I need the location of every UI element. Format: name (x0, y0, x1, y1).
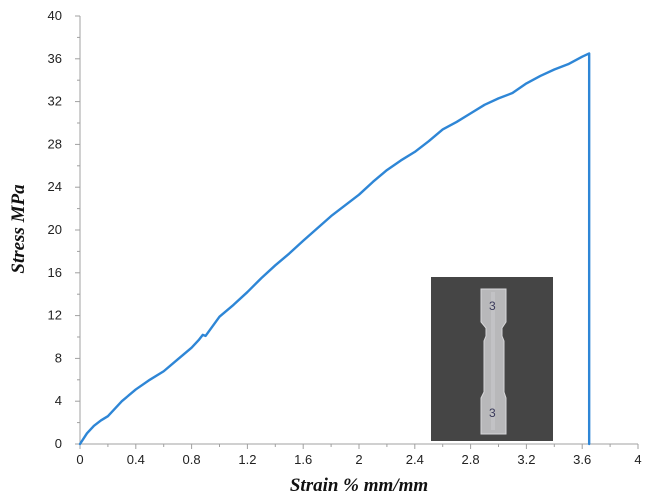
y-tick-label: 20 (48, 222, 62, 237)
specimen-label-top: 3 (489, 299, 496, 313)
y-tick-label: 8 (55, 350, 62, 365)
y-tick-label: 28 (48, 136, 62, 151)
x-tick-label: 3.6 (573, 452, 591, 467)
x-tick-label: 2.4 (406, 452, 424, 467)
y-tick-label: 32 (48, 94, 62, 109)
y-tick-label: 12 (48, 308, 62, 323)
tick-labels: 0 0.4 0.8 1.2 1.6 2 2.4 2.8 3.2 3.6 40481216202428… (48, 8, 642, 467)
y-axis-title: Stress MPa (8, 184, 29, 274)
x-tick-label: 1.6 (294, 452, 312, 467)
series-layer (78, 52, 591, 446)
y-tick-label: 40 (48, 8, 62, 23)
x-tick-label: 0.4 (127, 452, 145, 467)
x-axis-title: Strain % mm/mm (290, 475, 428, 496)
x-tick-label: 1.2 (238, 452, 256, 467)
stress-strain-line (78, 52, 591, 446)
specimen-photo: 3 3 (431, 277, 553, 441)
y-tick-label: 4 (55, 393, 62, 408)
x-tick-label: 0.8 (183, 452, 201, 467)
x-tick-label: 0 (76, 452, 83, 467)
y-tick-label: 24 (48, 179, 62, 194)
ticks (75, 15, 639, 449)
axes (79, 16, 638, 445)
x-tick-label: 3.2 (517, 452, 535, 467)
y-tick-label: 0 (55, 436, 62, 451)
specimen-label-bottom: 3 (489, 406, 496, 420)
y-tick-label: 16 (48, 265, 62, 280)
x-tick-label: 4 (634, 452, 641, 467)
x-tick-label: 2.8 (462, 452, 480, 467)
y-tick-label: 36 (48, 51, 62, 66)
x-tick-label: 2 (355, 452, 362, 467)
